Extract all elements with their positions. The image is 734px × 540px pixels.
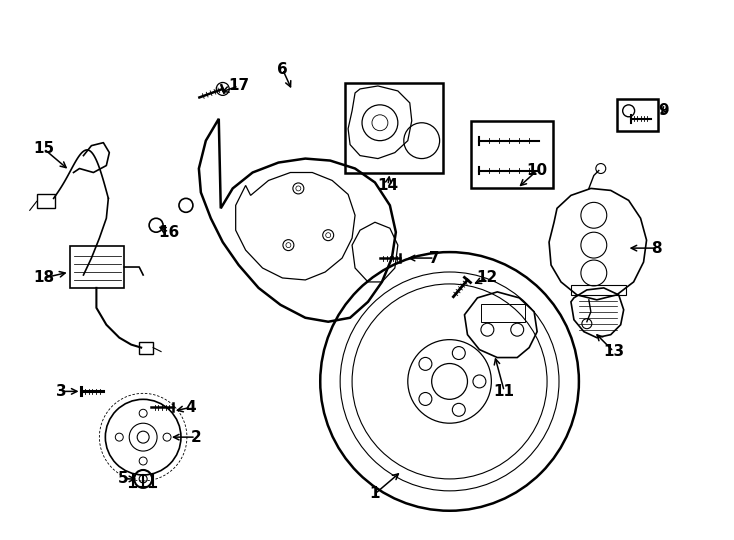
Text: 12: 12	[477, 271, 498, 286]
Text: 5: 5	[118, 471, 128, 487]
Text: 17: 17	[228, 78, 250, 93]
Text: 14: 14	[377, 178, 399, 193]
Bar	[70, 246, 124, 288]
Bar	[617, 99, 658, 131]
Text: 15: 15	[33, 141, 54, 156]
Text: 13: 13	[603, 344, 625, 359]
Text: 8: 8	[651, 241, 662, 255]
Bar	[139, 342, 153, 354]
Text: 2: 2	[191, 430, 201, 444]
Text: 7: 7	[429, 251, 440, 266]
Bar	[37, 194, 54, 208]
Bar	[345, 83, 443, 172]
Text: 3: 3	[57, 384, 67, 399]
Text: 18: 18	[33, 271, 54, 286]
Text: 9: 9	[658, 103, 669, 118]
Text: 16: 16	[159, 225, 180, 240]
Bar	[471, 121, 553, 188]
Text: 4: 4	[186, 400, 196, 415]
Bar	[482, 304, 526, 322]
Text: 1: 1	[370, 487, 380, 501]
Bar	[571, 285, 625, 295]
Text: 6: 6	[277, 62, 288, 77]
Text: 10: 10	[526, 163, 548, 178]
Text: 11: 11	[494, 384, 515, 399]
